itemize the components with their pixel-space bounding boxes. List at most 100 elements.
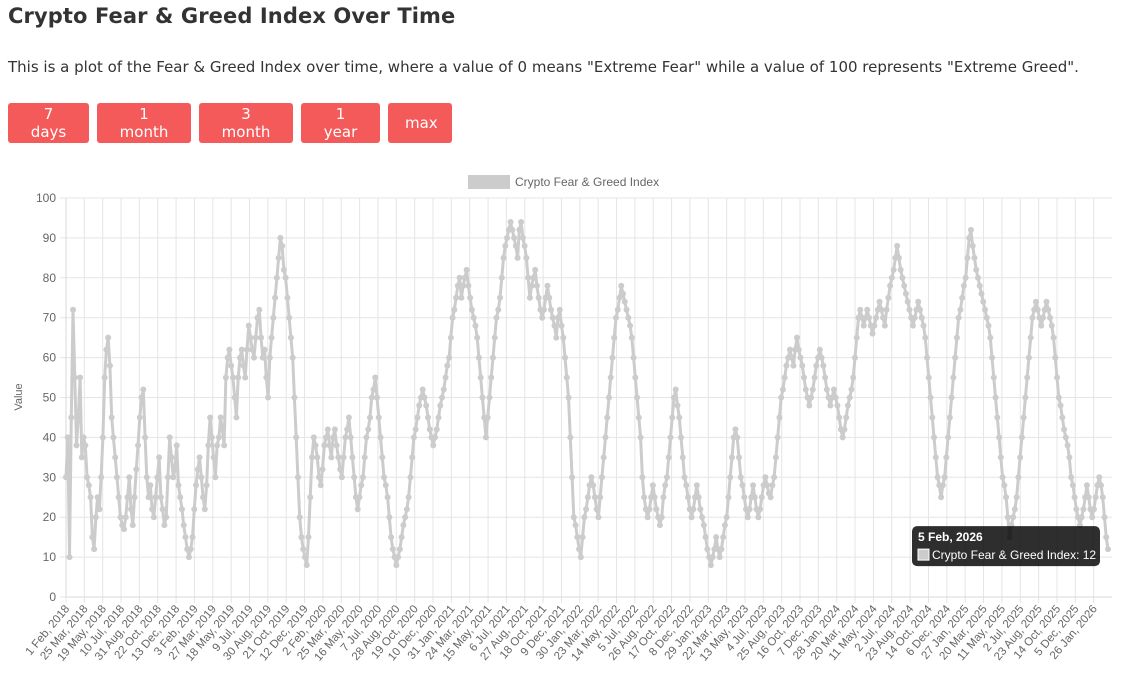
data-point[interactable] — [621, 298, 628, 305]
data-point[interactable] — [135, 442, 142, 449]
data-point[interactable] — [850, 374, 857, 381]
range-3-month-button[interactable]: 3 month — [199, 103, 293, 143]
data-point[interactable] — [309, 454, 316, 461]
data-point[interactable] — [1047, 314, 1054, 321]
data-point[interactable] — [314, 454, 321, 461]
data-point[interactable] — [999, 474, 1006, 481]
data-point[interactable] — [818, 354, 825, 361]
data-point[interactable] — [368, 394, 375, 401]
data-point[interactable] — [590, 482, 597, 489]
data-point[interactable] — [1038, 322, 1045, 329]
data-point[interactable] — [816, 346, 823, 353]
data-point[interactable] — [832, 394, 839, 401]
data-point[interactable] — [525, 274, 532, 281]
data-point[interactable] — [950, 374, 957, 381]
data-point[interactable] — [823, 386, 830, 393]
range-1-month-button[interactable]: 1 month — [97, 103, 191, 143]
data-point[interactable] — [783, 362, 790, 369]
data-point[interactable] — [447, 334, 454, 341]
data-point[interactable] — [969, 242, 976, 249]
data-point[interactable] — [467, 294, 474, 301]
data-point[interactable] — [630, 354, 637, 361]
data-point[interactable] — [497, 294, 504, 301]
data-point[interactable] — [1003, 494, 1010, 501]
data-point[interactable] — [570, 514, 577, 521]
data-point[interactable] — [844, 402, 851, 409]
data-point[interactable] — [143, 474, 150, 481]
data-point[interactable] — [1029, 314, 1036, 321]
data-point[interactable] — [881, 322, 888, 329]
data-point[interactable] — [929, 414, 936, 421]
data-point[interactable] — [1020, 414, 1027, 421]
data-point[interactable] — [1089, 514, 1096, 521]
data-point[interactable] — [866, 314, 873, 321]
data-point[interactable] — [641, 494, 648, 501]
data-point[interactable] — [115, 494, 122, 501]
data-point[interactable] — [323, 434, 330, 441]
data-point[interactable] — [584, 494, 591, 501]
data-point[interactable] — [177, 494, 184, 501]
data-point[interactable] — [442, 374, 449, 381]
data-point[interactable] — [518, 218, 525, 225]
data-point[interactable] — [579, 534, 586, 541]
data-point[interactable] — [439, 394, 446, 401]
data-point[interactable] — [468, 306, 475, 313]
data-point[interactable] — [203, 482, 210, 489]
data-point[interactable] — [665, 454, 672, 461]
data-point[interactable] — [142, 434, 149, 441]
data-point[interactable] — [981, 306, 988, 313]
data-point[interactable] — [523, 254, 530, 261]
data-point[interactable] — [379, 454, 386, 461]
data-point[interactable] — [857, 306, 864, 313]
data-point[interactable] — [293, 434, 300, 441]
data-point[interactable] — [286, 314, 293, 321]
data-point[interactable] — [412, 426, 419, 433]
data-point[interactable] — [1092, 494, 1099, 501]
data-point[interactable] — [737, 474, 744, 481]
data-point[interactable] — [210, 454, 217, 461]
data-point[interactable] — [637, 434, 644, 441]
data-point[interactable] — [493, 314, 500, 321]
data-point[interactable] — [741, 494, 748, 501]
data-point[interactable] — [386, 514, 393, 521]
data-point[interactable] — [924, 354, 931, 361]
data-point[interactable] — [563, 374, 570, 381]
data-point[interactable] — [801, 374, 808, 381]
data-point[interactable] — [983, 314, 990, 321]
data-point[interactable] — [864, 306, 871, 313]
data-point[interactable] — [583, 506, 590, 513]
data-point[interactable] — [414, 414, 421, 421]
data-point[interactable] — [291, 394, 298, 401]
data-point[interactable] — [987, 334, 994, 341]
data-point[interactable] — [846, 394, 853, 401]
data-point[interactable] — [351, 474, 358, 481]
data-point[interactable] — [258, 334, 265, 341]
data-point[interactable] — [600, 454, 607, 461]
data-point[interactable] — [795, 346, 802, 353]
data-point[interactable] — [757, 506, 764, 513]
data-point[interactable] — [974, 274, 981, 281]
data-point[interactable] — [980, 298, 987, 305]
data-point[interactable] — [1090, 506, 1097, 513]
data-point[interactable] — [486, 394, 493, 401]
data-point[interactable] — [786, 346, 793, 353]
data-point[interactable] — [1083, 482, 1090, 489]
data-point[interactable] — [658, 514, 665, 521]
data-point[interactable] — [593, 506, 600, 513]
data-point[interactable] — [201, 506, 208, 513]
data-point[interactable] — [906, 306, 913, 313]
data-point[interactable] — [1068, 474, 1075, 481]
data-point[interactable] — [489, 354, 496, 361]
data-point[interactable] — [834, 402, 841, 409]
data-point[interactable] — [359, 474, 366, 481]
data-point[interactable] — [454, 282, 461, 289]
data-point[interactable] — [289, 354, 296, 361]
data-point[interactable] — [820, 362, 827, 369]
data-point[interactable] — [1024, 374, 1031, 381]
data-point[interactable] — [994, 414, 1001, 421]
data-point[interactable] — [562, 354, 569, 361]
data-point[interactable] — [806, 402, 813, 409]
data-point[interactable] — [207, 414, 214, 421]
data-point[interactable] — [934, 474, 941, 481]
data-point[interactable] — [219, 426, 226, 433]
